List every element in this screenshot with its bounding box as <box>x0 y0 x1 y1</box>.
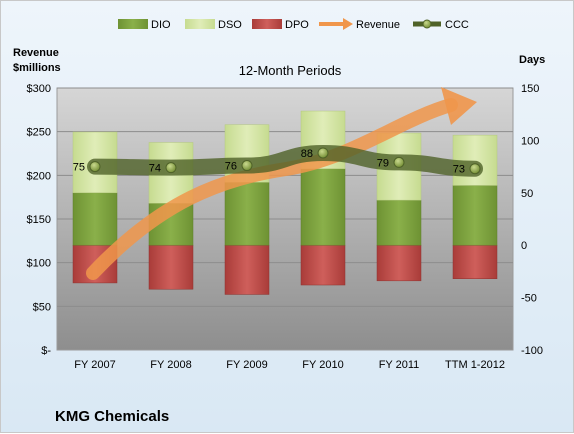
ccc-point <box>241 160 253 172</box>
bar-dio <box>376 199 422 246</box>
bar-dpo <box>452 244 498 279</box>
bar-dio <box>224 182 270 246</box>
bar-dpo <box>148 244 194 290</box>
left-tick-label: $150 <box>27 214 51 226</box>
ccc-layer: 75 74 76 88 79 73 <box>73 144 483 177</box>
legend-label-dio: DIO <box>151 19 171 31</box>
bar-dpo <box>376 244 422 282</box>
legend-label-revenue: Revenue <box>356 19 400 31</box>
ccc-data-label: 74 <box>149 163 161 175</box>
x-tick-label: FY 2010 <box>302 359 343 371</box>
right-tick-label: 50 <box>521 188 533 200</box>
right-tick-label: -100 <box>521 345 543 357</box>
legend-label-ccc: CCC <box>445 19 469 31</box>
left-axis-ticks: $- $50 $100 $150 $200 $250 $300 <box>27 83 52 357</box>
bar-dpo <box>224 244 270 295</box>
left-tick-label: $300 <box>27 83 51 95</box>
bar-dio <box>72 192 118 246</box>
left-tick-label: $50 <box>33 301 51 313</box>
left-axis-label-line1: Revenue <box>13 47 59 59</box>
ccc-point <box>393 156 405 168</box>
gridlines <box>57 87 513 307</box>
chart-subtitle: 12-Month Periods <box>239 63 342 78</box>
legend-label-dpo: DPO <box>285 19 309 31</box>
revenue-arrow-head <box>441 87 477 125</box>
legend-label-dso: DSO <box>218 19 242 31</box>
legend-swatch-dpo <box>252 19 282 29</box>
revenue-arrow-shaft <box>86 98 458 280</box>
x-tick-label: FY 2007 <box>74 359 115 371</box>
left-tick-label: $100 <box>27 258 51 270</box>
left-tick-label: $- <box>41 345 51 357</box>
legend-swatch-dso <box>185 19 215 29</box>
right-tick-label: -50 <box>521 293 537 305</box>
x-tick-label: TTM 1-2012 <box>445 359 505 371</box>
legend-swatch-revenue <box>319 18 353 30</box>
ccc-data-label: 76 <box>225 161 237 173</box>
right-tick-label: 0 <box>521 240 527 252</box>
ccc-point <box>89 161 101 173</box>
legend: DIO DSO DPO Revenue CCC <box>118 18 469 31</box>
bar-dpo <box>300 244 346 286</box>
ccc-data-label: 75 <box>73 162 85 174</box>
right-axis-label: Days <box>519 54 545 66</box>
x-tick-label: FY 2011 <box>379 359 420 371</box>
ccc-data-label: 79 <box>377 157 389 169</box>
right-tick-label: 150 <box>521 83 539 95</box>
left-axis-label-line2: $millions <box>13 62 61 74</box>
right-axis-ticks: -100 -50 0 50 100 150 <box>521 83 543 357</box>
company-name: KMG Chemicals <box>55 408 169 425</box>
ccc-point <box>469 163 481 175</box>
ccc-point <box>317 147 329 159</box>
legend-swatch-dio <box>118 19 148 29</box>
left-tick-label: $250 <box>27 127 51 139</box>
bar-dio <box>452 185 498 246</box>
ccc-data-label: 73 <box>453 164 465 176</box>
ccc-point <box>165 162 177 174</box>
ccc-data-label: 88 <box>301 148 313 160</box>
x-tick-label: FY 2008 <box>150 359 191 371</box>
x-axis-ticks: FY 2007 FY 2008 FY 2009 FY 2010 FY 2011 TTM 1… <box>74 359 505 371</box>
revenue-layer <box>86 87 477 280</box>
x-tick-label: FY 2009 <box>226 359 267 371</box>
bar-dio <box>300 168 346 246</box>
left-tick-label: $200 <box>27 170 51 182</box>
right-tick-label: 100 <box>521 135 539 147</box>
legend-swatch-ccc <box>413 19 441 29</box>
